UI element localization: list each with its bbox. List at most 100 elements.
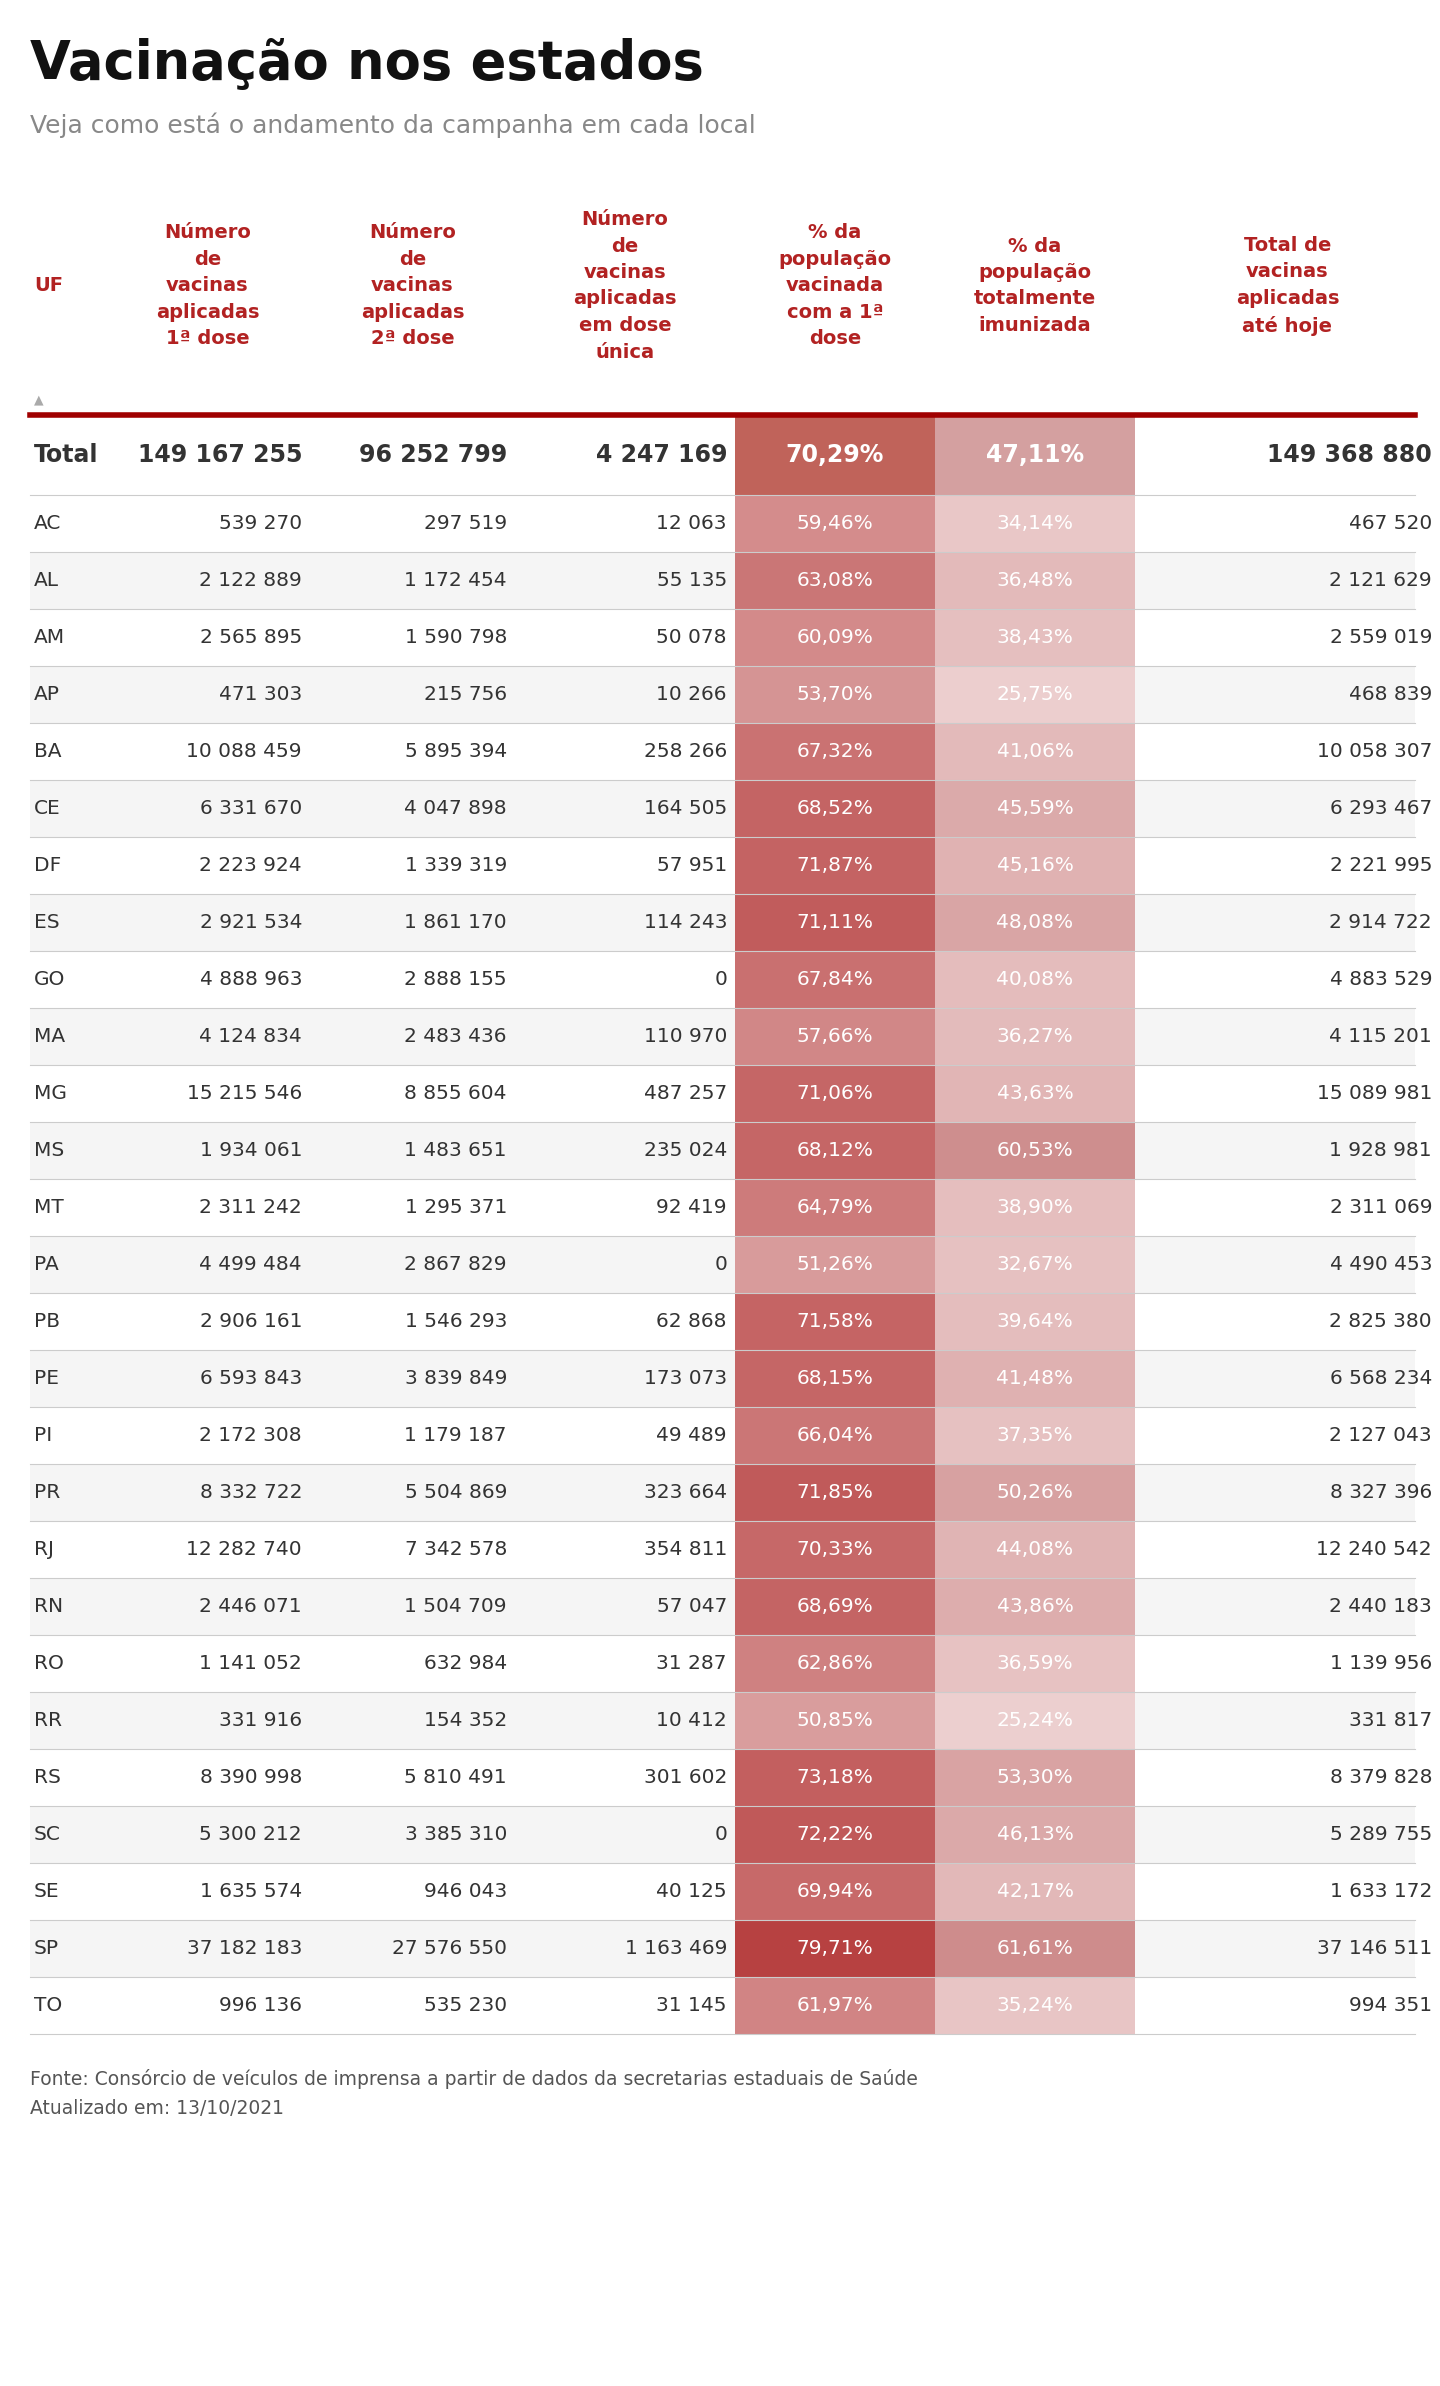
Text: PA: PA	[35, 1255, 59, 1274]
Text: RR: RR	[35, 1711, 62, 1730]
Text: MT: MT	[35, 1198, 63, 1217]
Text: 1 928 981: 1 928 981	[1329, 1141, 1431, 1160]
Bar	[935, 1408, 1135, 1465]
Bar	[935, 415, 1135, 494]
Bar	[734, 1577, 935, 1634]
Bar	[935, 1978, 1135, 2033]
Text: 96 252 799: 96 252 799	[359, 444, 507, 468]
Text: RJ: RJ	[35, 1539, 55, 1558]
Text: 10 266: 10 266	[657, 685, 727, 704]
Text: 110 970: 110 970	[644, 1026, 727, 1045]
Text: 2 914 722: 2 914 722	[1329, 914, 1431, 933]
Bar	[30, 1863, 1416, 1921]
Text: 59,46%: 59,46%	[796, 513, 874, 532]
Text: 15 089 981: 15 089 981	[1316, 1083, 1431, 1102]
Text: 154 352: 154 352	[423, 1711, 507, 1730]
Bar	[734, 1863, 935, 1921]
Text: 72,22%: 72,22%	[796, 1825, 874, 1844]
Text: 69,94%: 69,94%	[796, 1883, 874, 1902]
Text: 67,84%: 67,84%	[796, 971, 874, 990]
Text: 4 883 529: 4 883 529	[1329, 971, 1431, 990]
Text: TO: TO	[35, 1997, 62, 2016]
Bar	[734, 1978, 935, 2033]
Text: 53,30%: 53,30%	[996, 1768, 1073, 1787]
Bar	[734, 1293, 935, 1350]
Bar	[935, 1121, 1135, 1179]
Text: 2 906 161: 2 906 161	[200, 1312, 302, 1331]
Text: RO: RO	[35, 1653, 63, 1673]
Text: 60,53%: 60,53%	[996, 1141, 1073, 1160]
Text: 70,33%: 70,33%	[796, 1539, 874, 1558]
Text: 0: 0	[714, 1825, 727, 1844]
Text: 5 895 394: 5 895 394	[405, 742, 507, 761]
Bar	[30, 1520, 1416, 1577]
Text: 1 339 319: 1 339 319	[405, 857, 507, 876]
Text: 71,58%: 71,58%	[796, 1312, 874, 1331]
Bar	[935, 1465, 1135, 1520]
Text: 2 888 155: 2 888 155	[405, 971, 507, 990]
Text: 39,64%: 39,64%	[996, 1312, 1073, 1331]
Text: 0: 0	[714, 1255, 727, 1274]
Bar	[734, 1465, 935, 1520]
Text: 487 257: 487 257	[644, 1083, 727, 1102]
Text: 36,27%: 36,27%	[996, 1026, 1073, 1045]
Bar	[30, 1408, 1416, 1465]
Text: % da
população
vacinada
com a 1ª
dose: % da população vacinada com a 1ª dose	[779, 224, 891, 348]
Text: 4 124 834: 4 124 834	[199, 1026, 302, 1045]
Text: 64,79%: 64,79%	[796, 1198, 874, 1217]
Bar	[935, 1749, 1135, 1806]
Text: 5 810 491: 5 810 491	[405, 1768, 507, 1787]
Text: 173 073: 173 073	[644, 1370, 727, 1389]
Text: 48,08%: 48,08%	[996, 914, 1074, 933]
Text: 12 063: 12 063	[657, 513, 727, 532]
Bar	[734, 1121, 935, 1179]
Bar	[935, 1064, 1135, 1121]
Text: 62 868: 62 868	[657, 1312, 727, 1331]
Text: 8 855 604: 8 855 604	[405, 1083, 507, 1102]
Text: 3 385 310: 3 385 310	[405, 1825, 507, 1844]
Bar	[30, 1749, 1416, 1806]
Text: 44,08%: 44,08%	[996, 1539, 1074, 1558]
Bar	[30, 1179, 1416, 1236]
Text: 1 295 371: 1 295 371	[405, 1198, 507, 1217]
Bar	[935, 1179, 1135, 1236]
Text: 258 266: 258 266	[644, 742, 727, 761]
Text: 43,86%: 43,86%	[996, 1596, 1073, 1615]
Text: 79,71%: 79,71%	[796, 1940, 874, 1959]
Bar	[935, 1921, 1135, 1978]
Bar	[734, 1921, 935, 1978]
Text: 331 817: 331 817	[1349, 1711, 1431, 1730]
Bar	[935, 1806, 1135, 1863]
Text: 37,35%: 37,35%	[996, 1427, 1073, 1446]
Text: 2 440 183: 2 440 183	[1329, 1596, 1431, 1615]
Text: 7 342 578: 7 342 578	[405, 1539, 507, 1558]
Text: CE: CE	[35, 799, 60, 818]
Text: RN: RN	[35, 1596, 63, 1615]
Text: AP: AP	[35, 685, 60, 704]
Bar	[734, 1179, 935, 1236]
Text: 114 243: 114 243	[644, 914, 727, 933]
Text: 5 300 212: 5 300 212	[199, 1825, 302, 1844]
Text: RS: RS	[35, 1768, 60, 1787]
Text: GO: GO	[35, 971, 65, 990]
Text: 215 756: 215 756	[423, 685, 507, 704]
Text: 31 287: 31 287	[657, 1653, 727, 1673]
Text: 468 839: 468 839	[1349, 685, 1431, 704]
Bar	[734, 1064, 935, 1121]
Text: 68,15%: 68,15%	[796, 1370, 874, 1389]
Text: 0: 0	[714, 971, 727, 990]
Text: 34,14%: 34,14%	[996, 513, 1073, 532]
Bar	[734, 1520, 935, 1577]
Text: 6 593 843: 6 593 843	[200, 1370, 302, 1389]
Text: 50,85%: 50,85%	[796, 1711, 874, 1730]
Text: Número
de
vacinas
aplicadas
1ª dose: Número de vacinas aplicadas 1ª dose	[156, 224, 259, 348]
Text: 49 489: 49 489	[657, 1427, 727, 1446]
Text: 50,26%: 50,26%	[996, 1484, 1073, 1503]
Text: % da
população
totalmente
imunizada: % da população totalmente imunizada	[973, 236, 1096, 334]
Bar	[935, 780, 1135, 837]
Text: 70,29%: 70,29%	[786, 444, 884, 468]
Text: 1 633 172: 1 633 172	[1329, 1883, 1431, 1902]
Text: 57 047: 57 047	[657, 1596, 727, 1615]
Bar	[30, 1293, 1416, 1350]
Bar	[935, 608, 1135, 666]
